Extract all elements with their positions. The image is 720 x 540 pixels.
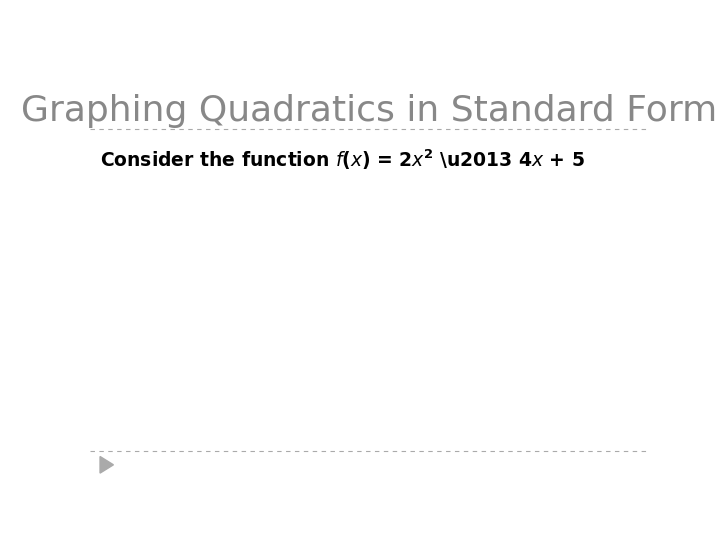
Polygon shape [100,456,114,473]
Text: Graphing Quadratics in Standard Form: Graphing Quadratics in Standard Form [21,94,717,128]
Text: Consider the function $\mathbf{\mathit{f}}$($\mathbf{\mathit{x}}$) = 2$\mathbf{\: Consider the function $\mathbf{\mathit{f… [100,148,585,172]
